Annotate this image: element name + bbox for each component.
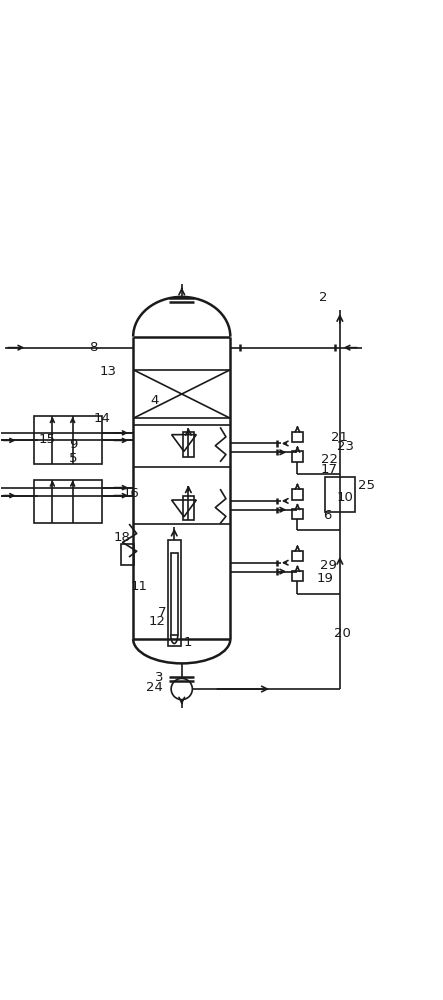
Bar — [34, 416, 102, 464]
Bar — [292, 489, 303, 500]
Text: 14: 14 — [93, 412, 110, 425]
Text: 22: 22 — [321, 453, 338, 466]
Text: 21: 21 — [331, 431, 348, 444]
Text: 17: 17 — [321, 463, 338, 476]
Bar — [292, 509, 303, 519]
Bar — [292, 451, 303, 462]
Text: 13: 13 — [100, 365, 117, 378]
Text: 8: 8 — [89, 341, 97, 354]
Text: 7: 7 — [157, 606, 166, 619]
Text: 9: 9 — [69, 438, 78, 451]
Text: 29: 29 — [319, 559, 336, 572]
Text: 6: 6 — [323, 509, 331, 522]
Text: 2: 2 — [319, 291, 327, 304]
Bar — [292, 432, 303, 442]
Text: 1: 1 — [184, 636, 192, 649]
Bar — [292, 571, 303, 581]
Text: 5: 5 — [69, 452, 78, 465]
Bar — [292, 551, 303, 561]
Text: 23: 23 — [337, 440, 354, 453]
Bar — [34, 480, 102, 523]
Text: 15: 15 — [38, 433, 55, 446]
Text: 12: 12 — [149, 615, 166, 628]
Text: 24: 24 — [146, 681, 163, 694]
Text: 18: 18 — [113, 531, 130, 544]
Bar — [183, 496, 194, 520]
Bar — [325, 477, 355, 512]
Text: 3: 3 — [155, 671, 164, 684]
Text: 25: 25 — [358, 479, 374, 492]
Bar — [171, 553, 178, 635]
Text: 4: 4 — [151, 394, 159, 407]
Text: 20: 20 — [334, 627, 351, 640]
Text: 10: 10 — [336, 491, 353, 504]
Text: 19: 19 — [316, 572, 333, 585]
Text: 11: 11 — [131, 580, 148, 593]
Bar — [121, 544, 134, 565]
Text: 16: 16 — [122, 487, 139, 500]
Bar — [167, 540, 181, 646]
Bar — [183, 432, 194, 457]
